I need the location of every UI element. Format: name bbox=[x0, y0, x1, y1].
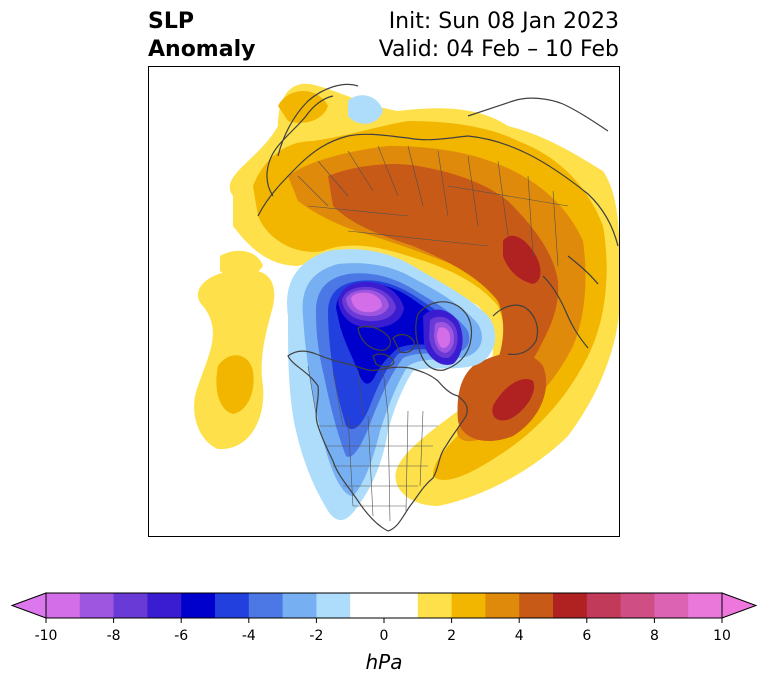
colorbar-ticks: -10 -8 -6 -4 -2 0 2 4 6 8 10 bbox=[35, 618, 731, 644]
north-america-coast bbox=[287, 350, 468, 532]
anomaly-fill bbox=[194, 83, 620, 521]
colorbar-tick-label: -4 bbox=[242, 628, 256, 644]
slp-anomaly-map bbox=[148, 66, 620, 537]
map-title: SLP Anomaly bbox=[148, 8, 255, 64]
colorbar-segment bbox=[688, 593, 723, 618]
coastlines bbox=[257, 83, 619, 532]
colorbar-segments bbox=[10, 592, 758, 619]
positive-anomaly-2hpa-pacific-west bbox=[220, 250, 263, 278]
positive-anomaly-6hpa-siberia bbox=[503, 235, 541, 284]
init-date: Init: Sun 08 Jan 2023 bbox=[388, 9, 619, 34]
title-line-1: SLP bbox=[148, 9, 194, 34]
scandinavia-coast bbox=[266, 95, 334, 197]
colorbar-segment bbox=[553, 593, 588, 618]
colorbar-segment bbox=[586, 593, 622, 618]
colorbar-segment bbox=[451, 593, 486, 618]
negative-anomaly-1hpa-europe bbox=[348, 95, 383, 124]
colorbar-extend-min bbox=[10, 592, 47, 619]
colorbar-segment bbox=[620, 593, 655, 618]
colorbar-segment bbox=[46, 593, 81, 618]
colorbar-extend-max bbox=[721, 592, 758, 619]
colorbar-segment bbox=[654, 593, 689, 618]
negative-anomaly-9hpa bbox=[351, 292, 382, 313]
colorbar-segment bbox=[113, 593, 148, 618]
colorbar-tick-label: -8 bbox=[107, 628, 121, 644]
colorbar-segment bbox=[79, 593, 115, 618]
colorbar-segment bbox=[248, 593, 284, 618]
map-frame bbox=[148, 66, 620, 537]
colorbar-segment bbox=[215, 593, 250, 618]
title-line-2: Anomaly bbox=[148, 37, 256, 62]
colorbar-tick-label: 10 bbox=[713, 628, 731, 644]
colorbar-tick-label: 8 bbox=[650, 628, 659, 644]
valid-range: Valid: 04 Feb – 10 Feb bbox=[378, 37, 619, 62]
colorbar-tick-label: 0 bbox=[380, 628, 389, 644]
canada-arctic-islands bbox=[357, 325, 415, 368]
colorbar-segment bbox=[417, 593, 453, 618]
colorbar-segment bbox=[519, 593, 554, 618]
positive-anomaly-3hpa-pacific bbox=[216, 355, 254, 414]
colorbar-tick-label: -2 bbox=[309, 628, 323, 644]
east-asia-coast bbox=[542, 255, 599, 349]
us-state-borders bbox=[318, 410, 438, 522]
canada-province-borders bbox=[307, 365, 389, 427]
colorbar-segment bbox=[181, 593, 216, 618]
colorbar-segment bbox=[350, 593, 419, 618]
alaska-coast bbox=[492, 304, 539, 356]
colorbar: -10 -8 -6 -4 -2 0 2 4 6 8 10 hPa bbox=[10, 592, 758, 674]
negative-anomaly-9hpa-baffin bbox=[437, 327, 451, 348]
political-borders bbox=[297, 145, 569, 522]
colorbar-segment bbox=[282, 593, 317, 618]
positive-anomaly-5hpa bbox=[328, 164, 559, 411]
colorbar-segment bbox=[316, 593, 351, 618]
colorbar-segment bbox=[485, 593, 520, 618]
run-info: Init: Sun 08 Jan 2023 Valid: 04 Feb – 10… bbox=[379, 8, 619, 64]
colorbar-segment bbox=[147, 593, 182, 618]
colorbar-tick-label: -10 bbox=[35, 628, 58, 644]
colorbar-tick-label: 2 bbox=[447, 628, 456, 644]
colorbar-tick-label: 6 bbox=[582, 628, 591, 644]
colorbar-label: hPa bbox=[366, 650, 403, 674]
eurasia-country-borders bbox=[297, 145, 569, 267]
greenland-coast bbox=[415, 301, 473, 371]
positive-anomaly-6hpa-atlantic bbox=[492, 378, 535, 421]
colorbar-tick-label: 4 bbox=[515, 628, 524, 644]
colorbar-tick-label: -6 bbox=[174, 628, 188, 644]
